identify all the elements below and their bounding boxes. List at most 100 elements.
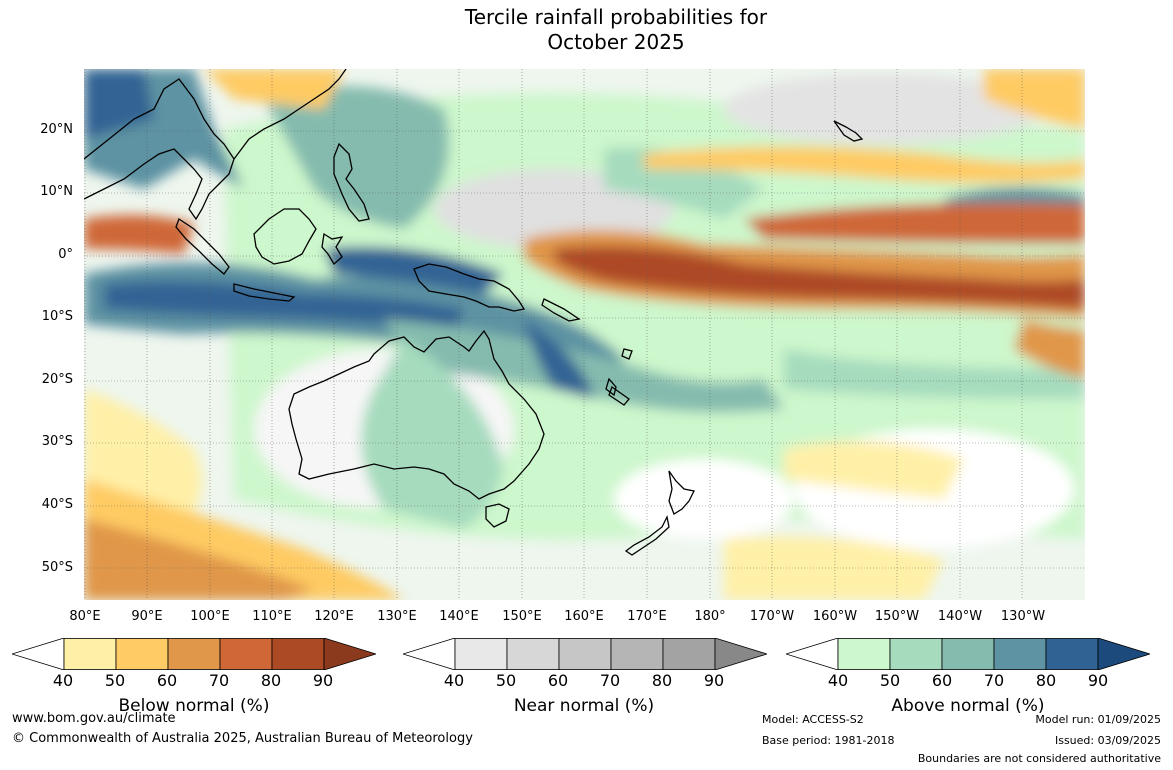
near-tick-70: 70: [599, 671, 621, 690]
above-tick-40: 40: [827, 671, 849, 690]
lat-label-40S: 40°S: [41, 497, 73, 512]
hawaii-outline: [833, 120, 864, 142]
below-normal-label: Below normal (%): [118, 696, 270, 716]
lon-label-130W: 130°W: [1000, 609, 1046, 624]
colorbar-upper-extension: [714, 637, 769, 671]
below-tick-90: 90: [312, 671, 334, 690]
colorbar-above-normal: [784, 637, 1152, 671]
sulawesi-outline: [321, 232, 344, 266]
lat-label-0: 0°: [58, 247, 73, 262]
colorbar-upper-extension: [323, 637, 378, 671]
colorbar-upper-extension: [1097, 637, 1152, 671]
colorbar-lower-extension: [401, 637, 456, 671]
above-tick-90: 90: [1087, 671, 1109, 690]
colorbar-lower-extension: [10, 637, 65, 671]
borneo-outline: [253, 208, 317, 265]
map-gridlines: [84, 69, 1085, 600]
lon-label-110E: 110°E: [252, 609, 292, 624]
lon-label-90E: 90°E: [131, 609, 163, 624]
colorbar-below-svg: [10, 637, 378, 671]
above-tick-80: 80: [1035, 671, 1057, 690]
colorbar-lower-extension: [784, 637, 839, 671]
near-tick-80: 80: [651, 671, 673, 690]
colorbar-swatch: [1045, 638, 1099, 670]
colorbar-swatch: [115, 638, 169, 670]
philippines-outline: [333, 142, 370, 222]
lon-label-100E: 100°E: [190, 609, 230, 624]
lat-label-20N: 20°N: [40, 122, 73, 137]
colorbar-swatch: [506, 638, 560, 670]
asia-mainland-outline: [84, 78, 235, 221]
colorbar-near-normal: [401, 637, 769, 671]
colorbar-swatch: [558, 638, 612, 670]
vanuatu-outline: [605, 377, 617, 397]
colorbar-swatch: [454, 638, 508, 670]
near-normal-label: Near normal (%): [513, 696, 655, 716]
above-tick-50: 50: [879, 671, 901, 690]
below-tick-80: 80: [260, 671, 282, 690]
coastlines: [84, 69, 864, 556]
near-tick-60: 60: [547, 671, 569, 690]
fiji-outline: [621, 348, 633, 360]
footer-model-run: Model run: 01/09/2025: [1035, 713, 1161, 726]
footer-url[interactable]: www.bom.gov.au/climate: [12, 711, 176, 726]
solomon-islands-outline: [541, 298, 581, 322]
below-tick-40: 40: [52, 671, 74, 690]
colorbar-swatch: [837, 638, 891, 670]
footer-model: Model: ACCESS-S2: [762, 713, 864, 726]
colorbar-swatch: [941, 638, 995, 670]
colorbar-above-svg: [784, 637, 1152, 671]
colorbar-swatch: [63, 638, 117, 670]
above-tick-70: 70: [983, 671, 1005, 690]
sumatra-outline: [175, 218, 230, 275]
footer-copyright: © Commonwealth of Australia 2025, Austra…: [12, 731, 473, 746]
lat-label-10N: 10°N: [40, 184, 73, 199]
below-tick-60: 60: [156, 671, 178, 690]
colorbar-swatch: [271, 638, 325, 670]
map-title: Tercile rainfall probabilities for Octob…: [0, 5, 1173, 55]
near-tick-50: 50: [495, 671, 517, 690]
lon-label-160E: 160°E: [564, 609, 604, 624]
colorbar-swatch: [662, 638, 716, 670]
lon-label-160W: 160°W: [812, 609, 858, 624]
lat-label-20S: 20°S: [41, 372, 73, 387]
probability-map: [84, 69, 1085, 600]
new-guinea-outline: [413, 263, 526, 312]
map-svg: [84, 69, 1085, 600]
colorbar-swatch: [167, 638, 221, 670]
lon-label-140E: 140°E: [439, 609, 479, 624]
lon-label-150W: 150°W: [874, 609, 920, 624]
probability-field: [84, 69, 1085, 600]
new-caledonia-outline: [608, 385, 630, 406]
below-tick-50: 50: [104, 671, 126, 690]
lon-label-80E: 80°E: [69, 609, 101, 624]
colorbar-below-normal: [10, 637, 378, 671]
near-tick-40: 40: [443, 671, 465, 690]
lon-label-140W: 140°W: [937, 609, 983, 624]
colorbar-swatch: [219, 638, 273, 670]
footer-boundaries: Boundaries are not considered authoritat…: [917, 752, 1161, 765]
above-tick-60: 60: [931, 671, 953, 690]
lat-label-10S: 10°S: [41, 309, 73, 324]
lat-label-50S: 50°S: [41, 560, 73, 575]
new-zealand-north-outline: [668, 470, 695, 515]
china-coast-outline: [233, 69, 347, 160]
new-zealand-south-outline: [624, 515, 670, 556]
near-tick-90: 90: [703, 671, 725, 690]
lon-label-170E: 170°E: [627, 609, 667, 624]
footer-issued: Issued: 03/09/2025: [1054, 734, 1161, 747]
australia-outline: [288, 329, 545, 500]
title-line-1: Tercile rainfall probabilities for: [464, 5, 768, 29]
java-outline: [233, 283, 296, 302]
below-tick-70: 70: [208, 671, 230, 690]
above-normal-label: Above normal (%): [891, 696, 1045, 716]
lon-label-150E: 150°E: [502, 609, 542, 624]
colorbar-near-svg: [401, 637, 769, 671]
colorbar-swatch: [993, 638, 1047, 670]
colorbar-swatch: [889, 638, 943, 670]
lon-label-180: 180°: [694, 609, 726, 624]
title-line-2: October 2025: [547, 30, 685, 54]
colorbar-swatch: [610, 638, 664, 670]
lon-label-130E: 130°E: [377, 609, 417, 624]
footer-base-period: Base period: 1981-2018: [762, 734, 895, 747]
